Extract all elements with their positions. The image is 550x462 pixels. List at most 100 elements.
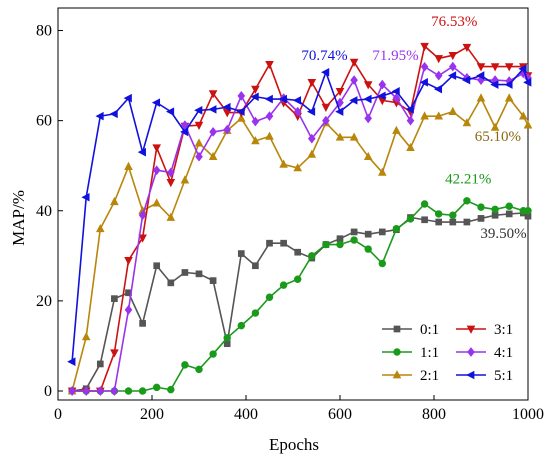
data-point (434, 111, 443, 120)
data-point (523, 78, 532, 87)
data-point (293, 106, 302, 117)
data-point (448, 106, 458, 115)
data-point (307, 149, 317, 158)
data-point (166, 212, 176, 221)
data-point (364, 245, 372, 253)
data-point (81, 332, 91, 341)
series-5-1 (67, 64, 532, 366)
plot-frame (57, 7, 529, 401)
legend-swatch-marker (393, 325, 401, 333)
data-point (223, 340, 231, 348)
data-point (251, 136, 260, 145)
data-point (392, 93, 401, 103)
value-annotation: 70.74% (301, 48, 347, 64)
x-tick-label: 1000 (512, 406, 544, 423)
value-annotations: 76.53% 70.74% 71.95% 65.10% 42.21% 39.50% (301, 14, 526, 242)
data-point (449, 211, 457, 219)
data-point (138, 210, 147, 221)
value-annotation: 65.10% (475, 129, 521, 145)
data-point (505, 202, 513, 210)
data-point (96, 360, 104, 368)
data-point (335, 107, 344, 116)
data-point (476, 71, 485, 80)
data-point (279, 159, 288, 168)
data-point (463, 218, 471, 226)
data-point (322, 240, 330, 249)
legend-item: 2:1 (382, 368, 439, 384)
data-point (505, 210, 513, 218)
data-point (391, 87, 400, 96)
data-point (109, 109, 118, 119)
axes-frame (57, 7, 529, 401)
data-point (447, 71, 457, 80)
axis-ticks: 0 200 400 600 800 1000 0 20 40 60 80 (36, 23, 544, 423)
legend-label: 1:1 (420, 345, 439, 361)
data-point (265, 131, 274, 140)
data-point (420, 61, 429, 72)
legend-item: 4:1 (456, 345, 513, 361)
data-point (364, 230, 372, 238)
data-point (491, 211, 499, 219)
data-point (265, 111, 274, 121)
data-point (363, 81, 373, 90)
data-point (523, 120, 533, 129)
y-tick-label: 20 (36, 293, 52, 310)
data-point (434, 210, 443, 218)
legend-swatch-marker (466, 370, 475, 380)
data-point (307, 133, 316, 144)
data-point (223, 124, 232, 135)
data-point (406, 142, 415, 152)
data-point (195, 270, 203, 278)
x-axis-label: Epochs (269, 435, 319, 454)
data-point (364, 113, 373, 124)
x-tick-label: 800 (422, 406, 446, 423)
data-point (236, 107, 245, 116)
value-annotation: 76.53% (431, 14, 477, 30)
data-point (152, 144, 161, 153)
data-point (524, 207, 532, 215)
data-point (195, 151, 203, 162)
series-line (71, 97, 529, 392)
data-point (151, 98, 161, 107)
data-point (165, 107, 175, 116)
data-point (449, 218, 457, 226)
data-point (237, 250, 245, 257)
data-point (110, 349, 119, 358)
x-tick-label: 0 (54, 406, 62, 423)
value-annotation: 39.50% (480, 226, 526, 242)
data-point (67, 357, 76, 366)
data-point (321, 67, 330, 77)
x-tick-label: 400 (234, 406, 258, 423)
data-point (378, 228, 386, 236)
data-point (111, 295, 118, 302)
data-point (137, 147, 146, 157)
data-point (181, 269, 189, 276)
legend-swatch-marker (393, 348, 401, 356)
data-point (462, 118, 472, 127)
data-point (434, 55, 443, 64)
data-point (491, 205, 499, 214)
legend-item: 1:1 (382, 345, 439, 361)
data-point (434, 70, 443, 81)
data-point (278, 94, 287, 104)
data-point (448, 61, 457, 72)
data-point (222, 102, 231, 112)
data-point (307, 79, 317, 88)
data-point (68, 386, 76, 396)
data-point (293, 163, 302, 172)
data-point (490, 80, 499, 89)
y-tick-label: 40 (36, 203, 52, 220)
data-point (124, 387, 133, 395)
series-line (72, 65, 529, 392)
legend-label: 2:1 (420, 368, 439, 384)
data-point (209, 277, 217, 284)
data-point (421, 216, 428, 224)
legend-item: 0:1 (382, 322, 439, 338)
data-point (251, 116, 260, 127)
data-point (250, 92, 259, 102)
data-point (308, 252, 316, 260)
data-point (363, 94, 372, 104)
data-point (194, 105, 203, 115)
data-point (477, 203, 485, 211)
